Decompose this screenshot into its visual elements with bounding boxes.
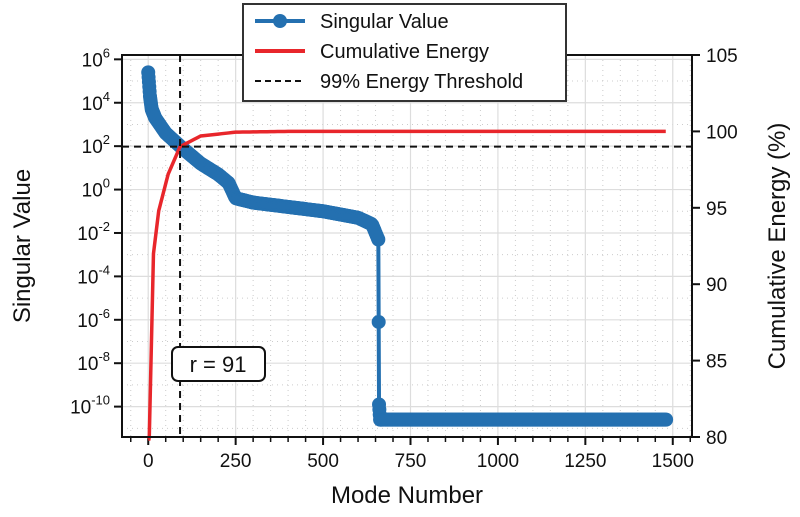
y2-tick-label: 95 [706,199,727,220]
y-tick-label: 104 [82,89,110,115]
y-tick-label: 10-4 [77,262,110,288]
x-tick-label: 1000 [477,451,519,472]
y2-tick-label: 105 [706,46,738,67]
x-tick-label: 1250 [564,451,606,472]
legend-singular-marker [273,14,287,28]
legend-label-singular: Singular Value [320,11,449,33]
x-tick-label: 250 [220,451,252,472]
y-axis-label: Singular Value [9,169,36,323]
y-tick-label: 10-10 [70,393,110,419]
y-tick-label: 10-2 [77,219,110,245]
y2-tick-label: 90 [706,275,727,296]
annotation-text: r = 91 [190,352,247,377]
singular-value-point [371,232,386,247]
legend: Singular Value Cumulative Energy 99% Ene… [242,3,567,102]
x-tick-label: 750 [395,451,427,472]
legend-label-threshold: 99% Energy Threshold [320,71,523,93]
x-tick-label: 0 [143,451,154,472]
y-tick-label: 10-6 [77,306,110,332]
y-tick-label: 106 [82,45,110,71]
y2-tick-label: 80 [706,428,727,449]
x-tick-label: 500 [307,451,339,472]
y-tick-label: 102 [82,132,110,158]
series-layer [122,55,692,441]
cumulative-energy-line [147,129,666,441]
annotation-box: r = 91 [171,346,266,382]
y2-tick-label: 100 [706,122,738,143]
x-axis-label: Mode Number [331,482,483,509]
y2-axis-label: Cumulative Energy (%) [764,123,791,370]
y2-tick-label: 85 [706,352,727,373]
y-axis-ticks: 106 104 102 100 10-2 10-4 10-6 10-8 10-10 [70,45,122,419]
y2-axis-ticks: 80 85 90 95 100 105 [692,46,738,449]
x-axis-ticks: 0 250 500 750 1000 1250 1500 [129,437,694,472]
singular-value-point [659,412,674,427]
x-tick-label: 1500 [652,451,694,472]
y-tick-label: 100 [82,176,110,202]
legend-label-energy: Cumulative Energy [320,41,489,63]
y-tick-label: 10-8 [77,349,110,375]
singular-value-point [371,314,386,329]
grid [122,55,692,437]
